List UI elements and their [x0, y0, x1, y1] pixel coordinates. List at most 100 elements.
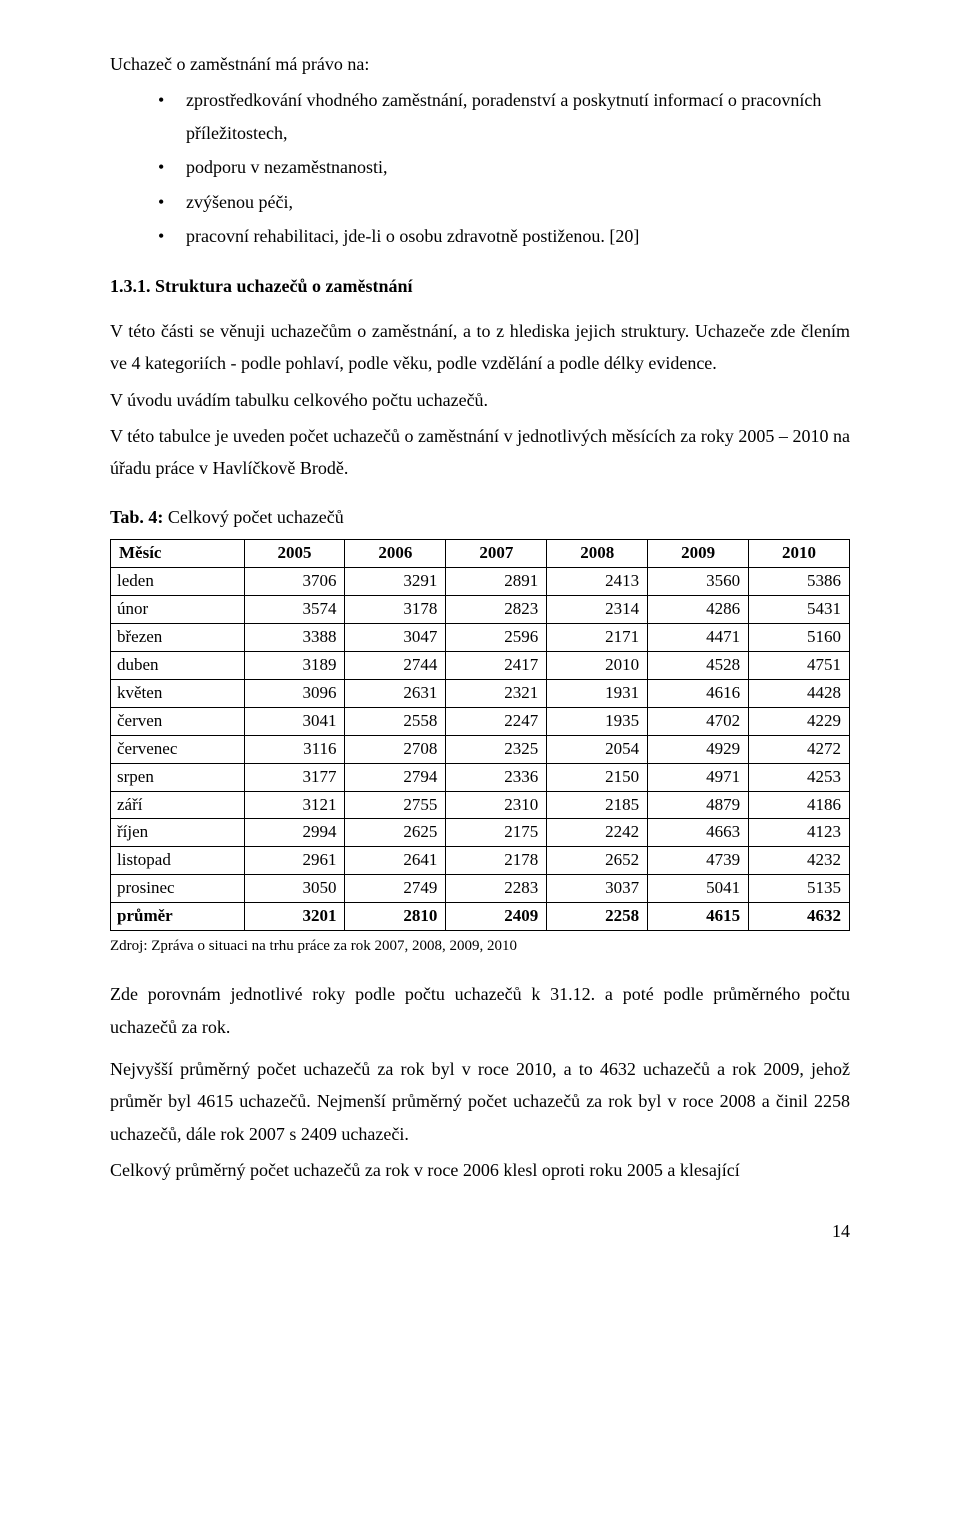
table-cell: 4632	[749, 903, 850, 931]
table-cell: 3201	[244, 903, 345, 931]
table-cell: 3706	[244, 568, 345, 596]
table-cell: 2314	[547, 595, 648, 623]
table-cell: 3189	[244, 651, 345, 679]
table-cell: 4471	[648, 623, 749, 651]
table-cell: 2558	[345, 707, 446, 735]
table-cell: 1931	[547, 679, 648, 707]
table-cell: únor	[111, 595, 245, 623]
table-row: leden370632912891241335605386	[111, 568, 850, 596]
table-cell: říjen	[111, 819, 245, 847]
bullet-text: pracovní rehabilitaci, jde-li o osobu zd…	[186, 220, 850, 252]
table-cell: 2749	[345, 875, 446, 903]
table-caption: Tab. 4: Celkový počet uchazečů	[110, 501, 850, 533]
table-cell: 2652	[547, 847, 648, 875]
table-cell: 2175	[446, 819, 547, 847]
body-paragraph: V této části se věnuji uchazečům o zaměs…	[110, 315, 850, 380]
table-cell: 3291	[345, 568, 446, 596]
table-row: březen338830472596217144715160	[111, 623, 850, 651]
table-cell: 2258	[547, 903, 648, 931]
table-cell: 2994	[244, 819, 345, 847]
table-cell: 3177	[244, 763, 345, 791]
table-row: květen309626312321193146164428	[111, 679, 850, 707]
table-cell: 2325	[446, 735, 547, 763]
section-heading: 1.3.1. Struktura uchazečů o zaměstnání	[110, 270, 850, 302]
bullet-text: podporu v nezaměstnanosti,	[186, 151, 850, 183]
table-cell: 3121	[244, 791, 345, 819]
table-header-cell: 2006	[345, 540, 446, 568]
table-cell: srpen	[111, 763, 245, 791]
table-header-cell: 2010	[749, 540, 850, 568]
table-cell: 2625	[345, 819, 446, 847]
table-cell: 4751	[749, 651, 850, 679]
bullet-item: • zvýšenou péči,	[158, 186, 850, 218]
bullet-icon: •	[158, 151, 186, 183]
bullet-item: • zprostředkování vhodného zaměstnání, p…	[158, 84, 850, 149]
table-cell: 3096	[244, 679, 345, 707]
intro-bullet-list: • zprostředkování vhodného zaměstnání, p…	[158, 84, 850, 252]
table-header-cell: Měsíc	[111, 540, 245, 568]
table-cell: 4616	[648, 679, 749, 707]
table-cell: červenec	[111, 735, 245, 763]
table-row: říjen299426252175224246634123	[111, 819, 850, 847]
after-paragraph: Zde porovnám jednotlivé roky podle počtu…	[110, 978, 850, 1043]
table-cell: 3050	[244, 875, 345, 903]
table-cell: 3037	[547, 875, 648, 903]
table-cell: 1935	[547, 707, 648, 735]
table-cell: 2178	[446, 847, 547, 875]
table-header-cell: 2007	[446, 540, 547, 568]
table-cell: 5160	[749, 623, 850, 651]
table-cell: 4702	[648, 707, 749, 735]
after-paragraph: Celkový průměrný počet uchazečů za rok v…	[110, 1154, 850, 1186]
bullet-item: • podporu v nezaměstnanosti,	[158, 151, 850, 183]
page-number: 14	[110, 1215, 850, 1247]
data-table: Měsíc 2005 2006 2007 2008 2009 2010 lede…	[110, 539, 850, 931]
table-cell: 4528	[648, 651, 749, 679]
table-cell: 3041	[244, 707, 345, 735]
table-cell: 2631	[345, 679, 446, 707]
table-cell: 2150	[547, 763, 648, 791]
table-cell: 3047	[345, 623, 446, 651]
bullet-icon: •	[158, 220, 186, 252]
table-cell: 2708	[345, 735, 446, 763]
table-cell: 2010	[547, 651, 648, 679]
table-cell: leden	[111, 568, 245, 596]
table-cell: 2794	[345, 763, 446, 791]
table-cell: 3560	[648, 568, 749, 596]
table-cell: 2823	[446, 595, 547, 623]
table-cell: 4428	[749, 679, 850, 707]
table-cell: 2961	[244, 847, 345, 875]
table-cell: 2596	[446, 623, 547, 651]
table-cell: 2641	[345, 847, 446, 875]
table-cell: 2413	[547, 568, 648, 596]
table-cell: prosinec	[111, 875, 245, 903]
table-cell: 4286	[648, 595, 749, 623]
table-cell: červen	[111, 707, 245, 735]
table-cell: 3116	[244, 735, 345, 763]
table-cell: průměr	[111, 903, 245, 931]
table-cell: 4253	[749, 763, 850, 791]
table-cell: 4739	[648, 847, 749, 875]
bullet-text: zprostředkování vhodného zaměstnání, por…	[186, 84, 850, 149]
table-header-cell: 2005	[244, 540, 345, 568]
table-cell: 2891	[446, 568, 547, 596]
table-row: září312127552310218548794186	[111, 791, 850, 819]
table-cell: 4272	[749, 735, 850, 763]
table-cell: 2417	[446, 651, 547, 679]
bullet-item: • pracovní rehabilitaci, jde-li o osobu …	[158, 220, 850, 252]
table-cell: 3574	[244, 595, 345, 623]
table-header-cell: 2009	[648, 540, 749, 568]
table-cell: květen	[111, 679, 245, 707]
body-paragraph: V úvodu uvádím tabulku celkového počtu u…	[110, 384, 850, 416]
table-cell: 4123	[749, 819, 850, 847]
table-cell: 2185	[547, 791, 648, 819]
table-caption-text: Celkový počet uchazečů	[163, 507, 343, 527]
table-cell: 3388	[244, 623, 345, 651]
intro-lead: Uchazeč o zaměstnání má právo na:	[110, 48, 850, 80]
table-cell: 4229	[749, 707, 850, 735]
table-cell: 4615	[648, 903, 749, 931]
table-cell: 5041	[648, 875, 749, 903]
table-cell: 4929	[648, 735, 749, 763]
body-paragraph: V této tabulce je uveden počet uchazečů …	[110, 420, 850, 485]
table-cell: 2242	[547, 819, 648, 847]
after-paragraph: Nejvyšší průměrný počet uchazečů za rok …	[110, 1053, 850, 1150]
